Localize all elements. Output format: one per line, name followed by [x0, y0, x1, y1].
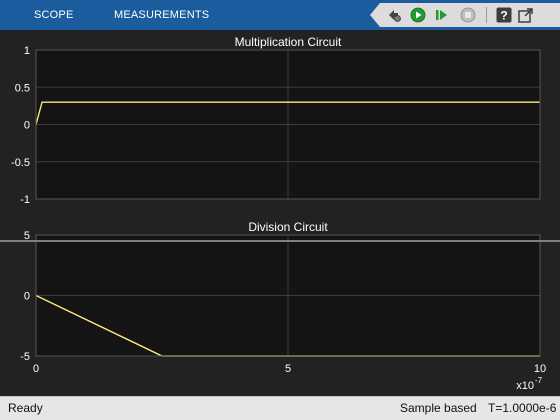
status-ready: Ready — [8, 401, 43, 415]
simulation-controls: ? — [370, 3, 560, 27]
status-time: T=1.0000e-6 — [488, 401, 557, 415]
scope-plot-area: 1 0.5 0 -0.5 -1 Multiplication Circuit 5 0 -5 0 5 1… — [0, 30, 560, 396]
run-icon[interactable] — [410, 7, 426, 23]
x-tick-label: 10 — [534, 363, 546, 375]
y-tick-label: 0 — [24, 291, 30, 303]
step-forward-icon[interactable] — [434, 7, 450, 23]
y-tick-label: 0 — [24, 120, 30, 132]
stop-icon[interactable] — [460, 7, 476, 23]
axes-border — [35, 49, 541, 200]
x-tick-label: 0 — [33, 363, 39, 375]
signal-trace — [35, 101, 540, 125]
y-tick-label: 1 — [24, 45, 30, 57]
x-tick-label: 5 — [285, 363, 291, 375]
axes-title: Multiplication Circuit — [235, 35, 342, 49]
axes-border — [35, 234, 541, 357]
y-tick-label: 0.5 — [15, 82, 30, 94]
y-tick-label: -1 — [20, 194, 30, 206]
step-settings-icon[interactable] — [386, 7, 402, 23]
axes-title: Division Circuit — [248, 220, 328, 234]
status-mode: Sample based — [400, 401, 477, 415]
y-tick-label: -5 — [20, 351, 30, 363]
y-tick-label: 5 — [24, 230, 30, 242]
svg-text:?: ? — [500, 9, 507, 23]
x-exponent-power: -7 — [535, 376, 543, 385]
undock-icon[interactable] — [518, 7, 534, 23]
y-tick-label: -0.5 — [11, 157, 30, 169]
scope-toolstrip: SCOPE MEASUREMENTS ? — [0, 0, 560, 30]
help-icon[interactable]: ? — [496, 7, 512, 23]
axes-divider[interactable] — [0, 240, 560, 242]
toolbar-separator — [486, 7, 487, 23]
tab-measurements[interactable]: MEASUREMENTS — [114, 9, 210, 21]
x-exponent-label: x10 — [516, 380, 534, 392]
status-bar: Ready Sample based T=1.0000e-6 — [0, 396, 560, 420]
axes-1: 1 0.5 0 -0.5 -1 Multiplication Circuit — [11, 35, 541, 206]
tab-scope[interactable]: SCOPE — [34, 9, 74, 21]
